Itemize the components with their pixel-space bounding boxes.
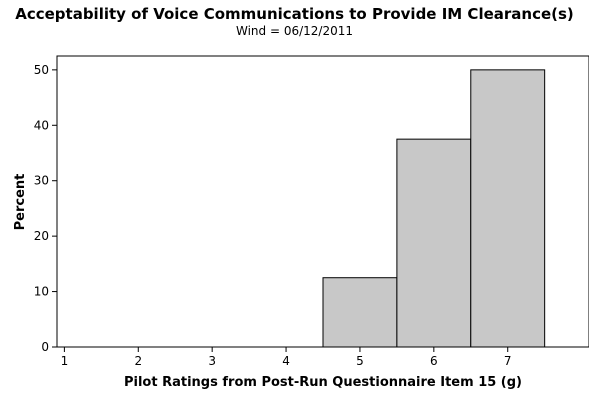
histogram-bar: [470, 69, 546, 348]
y-tick-label: 50: [34, 63, 49, 77]
y-tick-label: 40: [34, 118, 49, 132]
y-tick-label: 20: [34, 229, 49, 243]
x-tick-label: 2: [134, 354, 142, 368]
x-tick-label: 1: [61, 354, 69, 368]
y-axis: 0 10 20 30 40 50: [34, 63, 57, 354]
x-axis-label: Pilot Ratings from Post-Run Questionnair…: [124, 375, 522, 390]
chart-subtitle: Wind = 06/12/2011: [235, 24, 353, 38]
y-tick-label: 0: [41, 340, 49, 354]
x-tick-label: 6: [430, 354, 438, 368]
x-tick-label: 4: [282, 354, 290, 368]
histogram-bar: [396, 138, 472, 348]
x-tick-label: 3: [208, 354, 216, 368]
y-tick-label: 10: [34, 285, 49, 299]
y-tick-label: 30: [34, 174, 49, 188]
x-tick-label: 7: [504, 354, 512, 368]
bars-layer: [322, 69, 546, 348]
x-tick-label: 5: [356, 354, 364, 368]
y-axis-label: Percent: [13, 174, 28, 231]
histogram-bar: [322, 277, 398, 348]
chart-title: Acceptability of Voice Communications to…: [15, 5, 574, 23]
x-axis: 1 2 3 4 5 6 7: [61, 347, 512, 368]
